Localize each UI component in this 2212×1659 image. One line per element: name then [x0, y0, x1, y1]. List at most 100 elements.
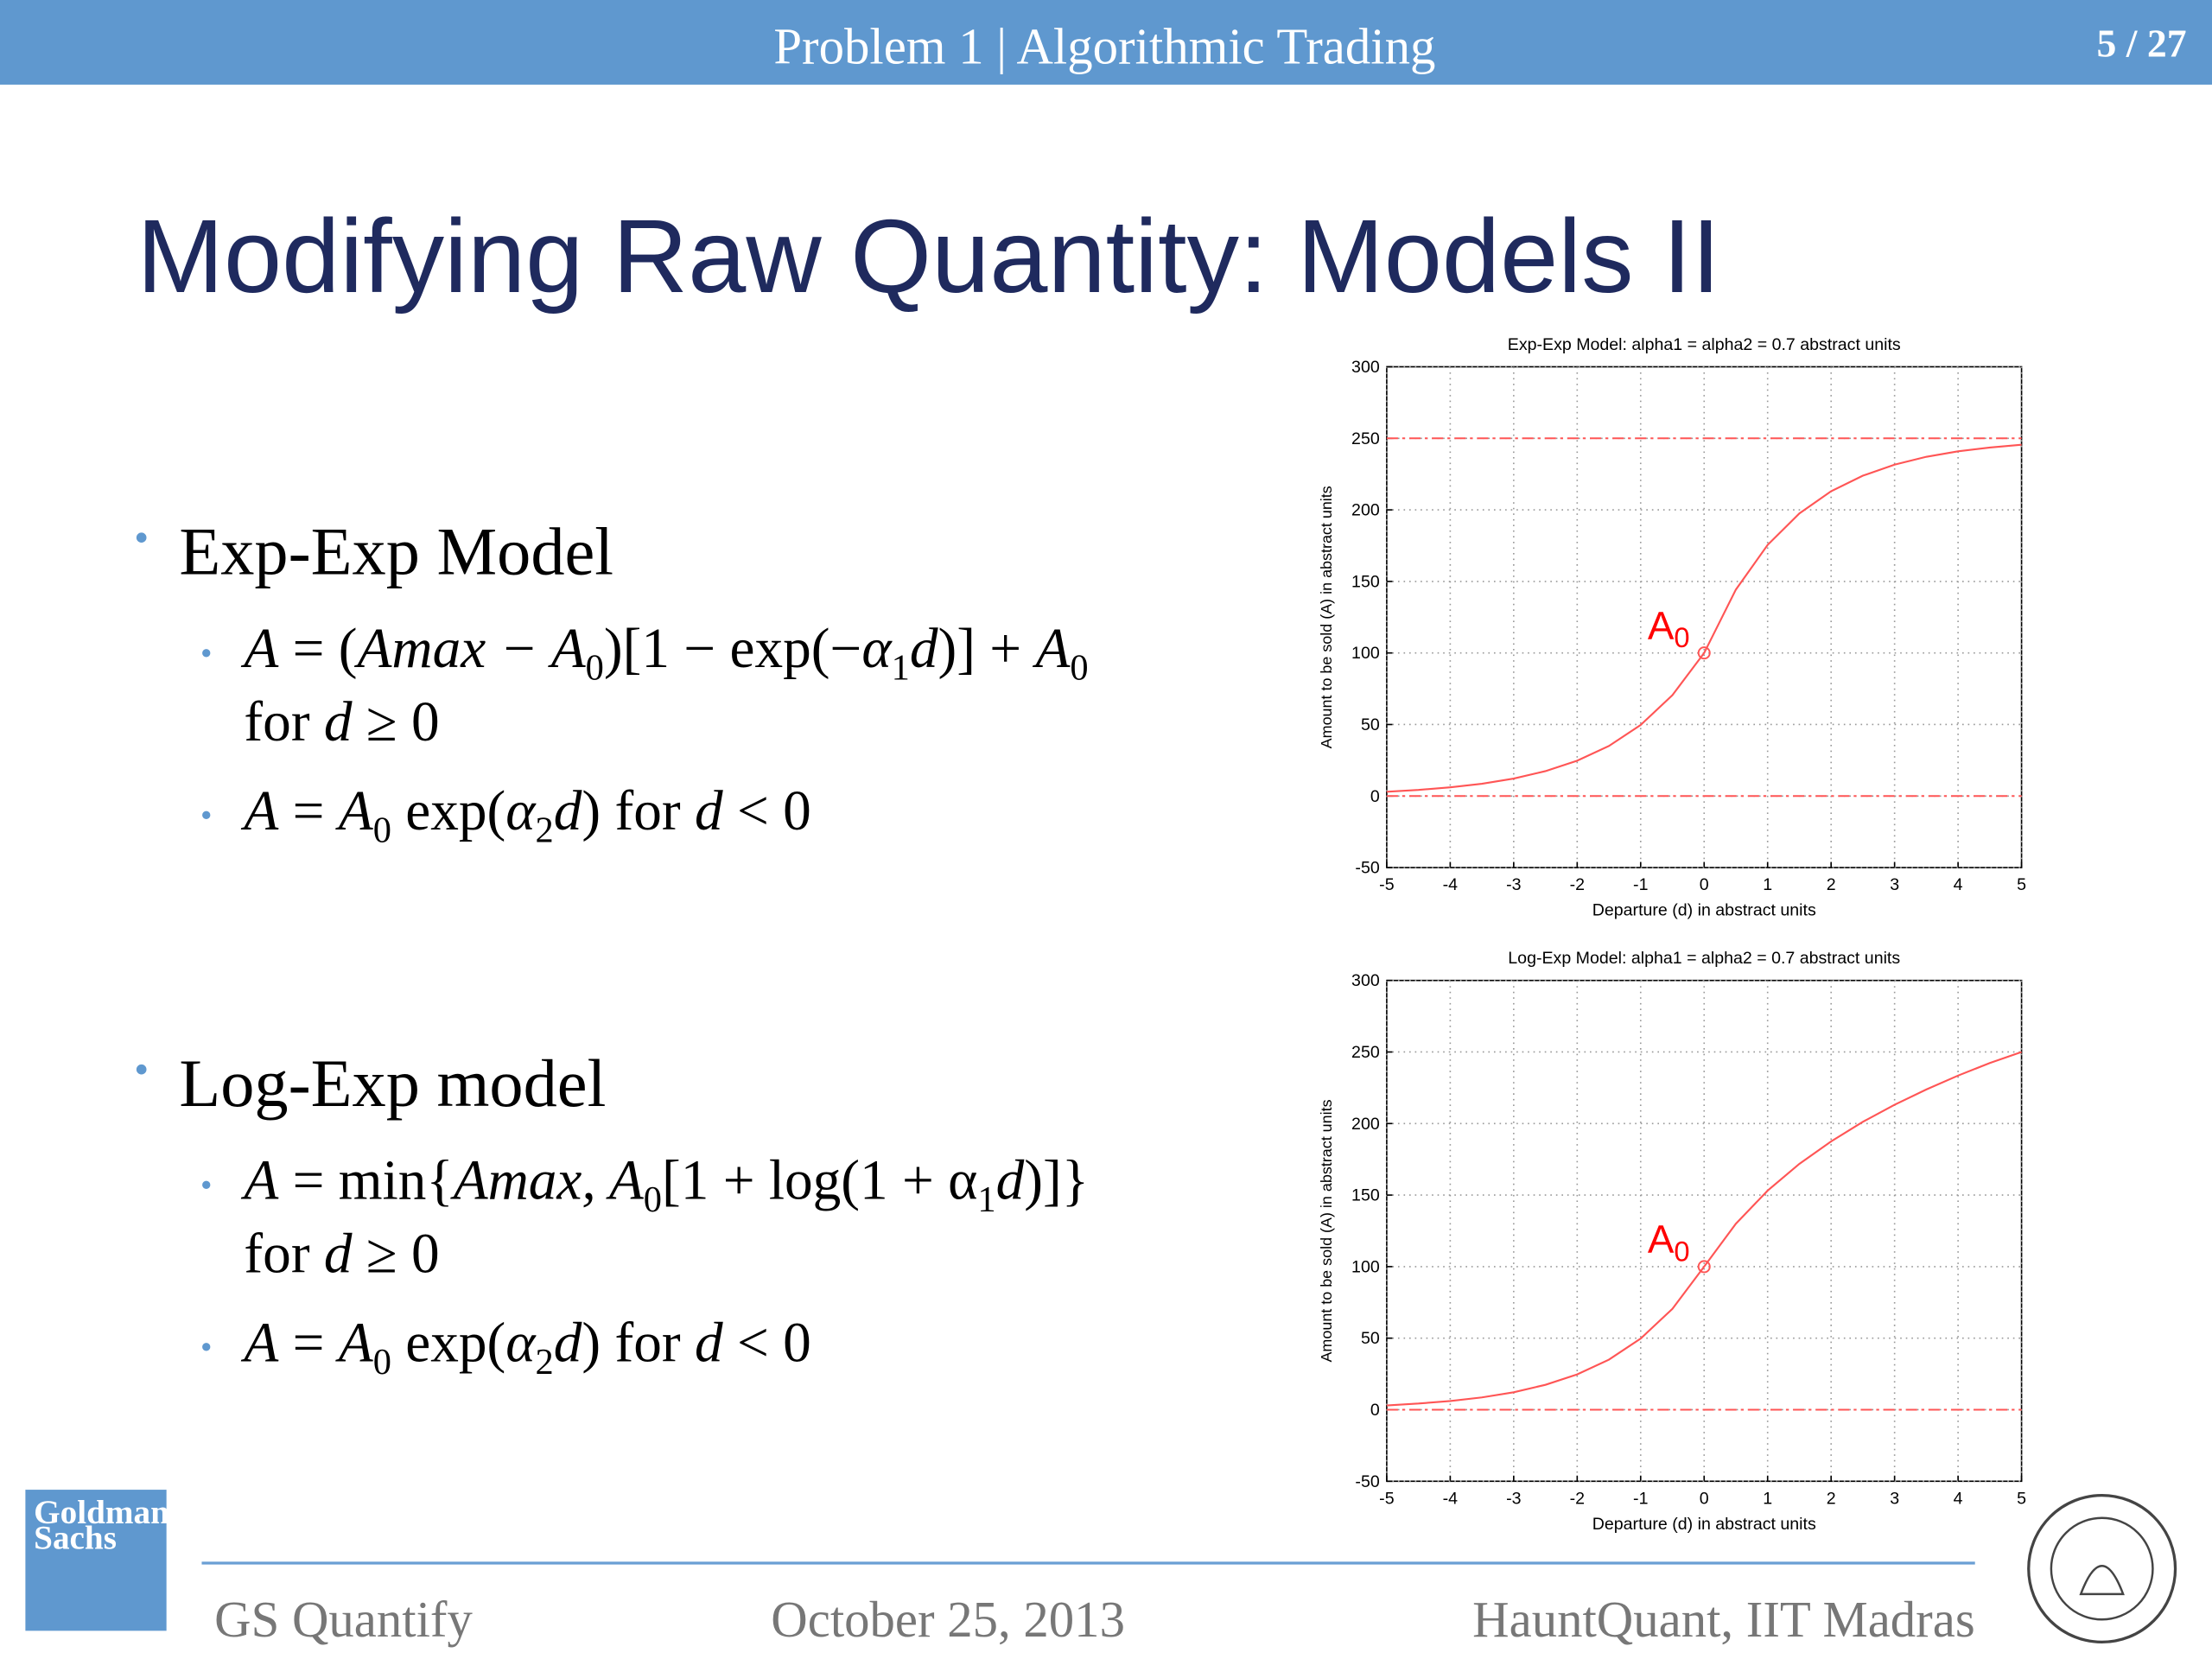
formula-text: d	[324, 1224, 353, 1286]
x-tick-label: 3	[1890, 875, 1899, 894]
bullet-marker: •	[200, 798, 213, 835]
x-tick-label: 1	[1763, 1489, 1772, 1508]
annotation-text: A	[1648, 603, 1675, 647]
formula-text: A	[335, 780, 374, 842]
formula-text: = min{	[278, 1150, 453, 1212]
y-tick-label: 100	[1351, 644, 1380, 663]
formula-text: d	[910, 618, 938, 680]
formula-text: Amax, A	[450, 1150, 645, 1212]
footer-left: GS Quantify	[214, 1592, 473, 1648]
iit-logo	[2027, 1493, 2177, 1644]
x-tick-label: -1	[1633, 1489, 1648, 1508]
formula-text: )] +	[938, 618, 1035, 680]
y-tick-label: 100	[1351, 1257, 1380, 1276]
subscript: 2	[536, 1342, 554, 1382]
formula-text: d	[996, 1150, 1025, 1212]
y-axis-label: Amount to be sold (A) in abstract units	[1318, 1099, 1335, 1362]
x-tick-label: 4	[1954, 875, 1963, 894]
formula-line: A = A0 exp(α2d) for d < 0	[240, 1313, 810, 1382]
formula-text: =	[278, 1313, 338, 1375]
subscript: 0	[586, 648, 604, 689]
formula-text: [1 + log(1 + α	[662, 1150, 977, 1212]
page-number: 5 / 27	[2097, 21, 2187, 65]
subscript: 0	[373, 1342, 391, 1382]
formula-text: d	[324, 691, 353, 753]
x-tick-label: 4	[1954, 1489, 1963, 1508]
annotation-text: A	[1648, 1217, 1675, 1262]
formula-text: α	[861, 618, 893, 680]
x-tick-label: 5	[2017, 875, 2026, 894]
data-line	[1386, 443, 2022, 793]
x-axis-label: Departure (d) in abstract units	[1592, 901, 1816, 920]
formula-text: exp(	[391, 1313, 505, 1375]
x-tick-label: -2	[1570, 1489, 1585, 1508]
annotation: A0	[1648, 603, 1690, 653]
formula-text: d	[695, 780, 723, 842]
y-tick-label: 200	[1351, 501, 1380, 520]
annotation-subscript: 0	[1674, 1235, 1689, 1267]
bullet-marker: •	[200, 635, 213, 672]
data-line	[1386, 1051, 2022, 1407]
header-title: Problem 1 | Algorithmic Trading	[773, 18, 1435, 74]
header-bar	[0, 0, 2212, 85]
formula-text: A	[1032, 618, 1071, 680]
subscript: 1	[977, 1179, 995, 1220]
y-tick-label: 250	[1351, 429, 1380, 448]
formula-line: A = min{Amax, A0[1 + log(1 + α1d)]}	[240, 1150, 1089, 1220]
plot-area	[1386, 979, 2023, 1483]
gs-logo	[25, 1490, 167, 1631]
formula-text: A	[240, 618, 279, 680]
y-tick-label: 250	[1351, 1043, 1380, 1062]
bullet-marker: •	[134, 513, 149, 561]
formula-text: )[1 − exp(−	[604, 618, 861, 680]
chart: -5 -4 -3 -2 -1 0 1 2 3 4 5 -50 0 50 100 150 200 250 300 Log…	[1318, 949, 2026, 1534]
y-tick-label: 50	[1361, 1329, 1380, 1348]
formula-text: α	[505, 780, 537, 842]
formula-text: )]}	[1024, 1150, 1089, 1212]
subscript: 0	[1070, 648, 1088, 689]
annotation-marker	[1697, 646, 1711, 660]
formula-text: exp(	[391, 780, 505, 842]
slide-title: Modifying Raw Quantity: Models II	[137, 198, 1720, 315]
formula-text: A	[240, 780, 279, 842]
x-tick-label: 0	[1700, 1489, 1709, 1508]
x-tick-label: -4	[1443, 1489, 1459, 1508]
x-tick-label: -1	[1633, 875, 1648, 894]
annotation: A0	[1648, 1217, 1690, 1268]
formula-text: Amax − A	[354, 618, 587, 680]
formula-text: d	[554, 780, 582, 842]
x-tick-label: 5	[2017, 1489, 2026, 1508]
gs-logo-text: Sachs	[34, 1520, 117, 1557]
formula-text: A	[240, 1150, 279, 1212]
y-tick-label: -50	[1355, 859, 1379, 878]
bullet-text: Exp-Exp Model	[179, 513, 613, 588]
formula-text: ≥ 0	[353, 691, 440, 753]
y-tick-label: 150	[1351, 572, 1380, 591]
formula-line: A = A0 exp(α2d) for d < 0	[240, 780, 810, 850]
plot-area	[1386, 365, 2023, 868]
x-axis-label: Departure (d) in abstract units	[1592, 1515, 1816, 1534]
formula-text: A	[335, 1313, 374, 1375]
formula-text: ) for	[582, 1313, 695, 1375]
bullet-marker: •	[200, 1166, 213, 1204]
formula-text: =	[278, 780, 338, 842]
x-tick-label: 1	[1763, 875, 1772, 894]
bullet-marker: •	[200, 1329, 213, 1366]
formula-text: = (	[278, 618, 357, 680]
formula-text: A	[240, 1313, 279, 1375]
formula-text: < 0	[723, 780, 811, 842]
subscript: 1	[892, 648, 910, 689]
chart-title: Log-Exp Model: alpha1 = alpha2 = 0.7 abs…	[1508, 949, 1900, 968]
formula-line: A = (Amax − A0)[1 − exp(−α1d)] + A0	[240, 618, 1088, 688]
formula-text: ) for	[582, 780, 695, 842]
y-tick-label: 0	[1370, 787, 1380, 806]
y-tick-label: 0	[1370, 1401, 1380, 1420]
y-tick-label: 200	[1351, 1115, 1380, 1134]
formula-line: for d ≥ 0	[244, 1224, 439, 1286]
y-tick-label: -50	[1355, 1472, 1379, 1491]
gs-logo-text: Goldman	[34, 1494, 169, 1531]
y-tick-label: 150	[1351, 1186, 1380, 1205]
chart: -5 -4 -3 -2 -1 0 1 2 3 4 5 -50 0 50 100 150 200 250 300 Exp…	[1318, 335, 2026, 920]
bullet-text: Log-Exp model	[179, 1046, 606, 1121]
